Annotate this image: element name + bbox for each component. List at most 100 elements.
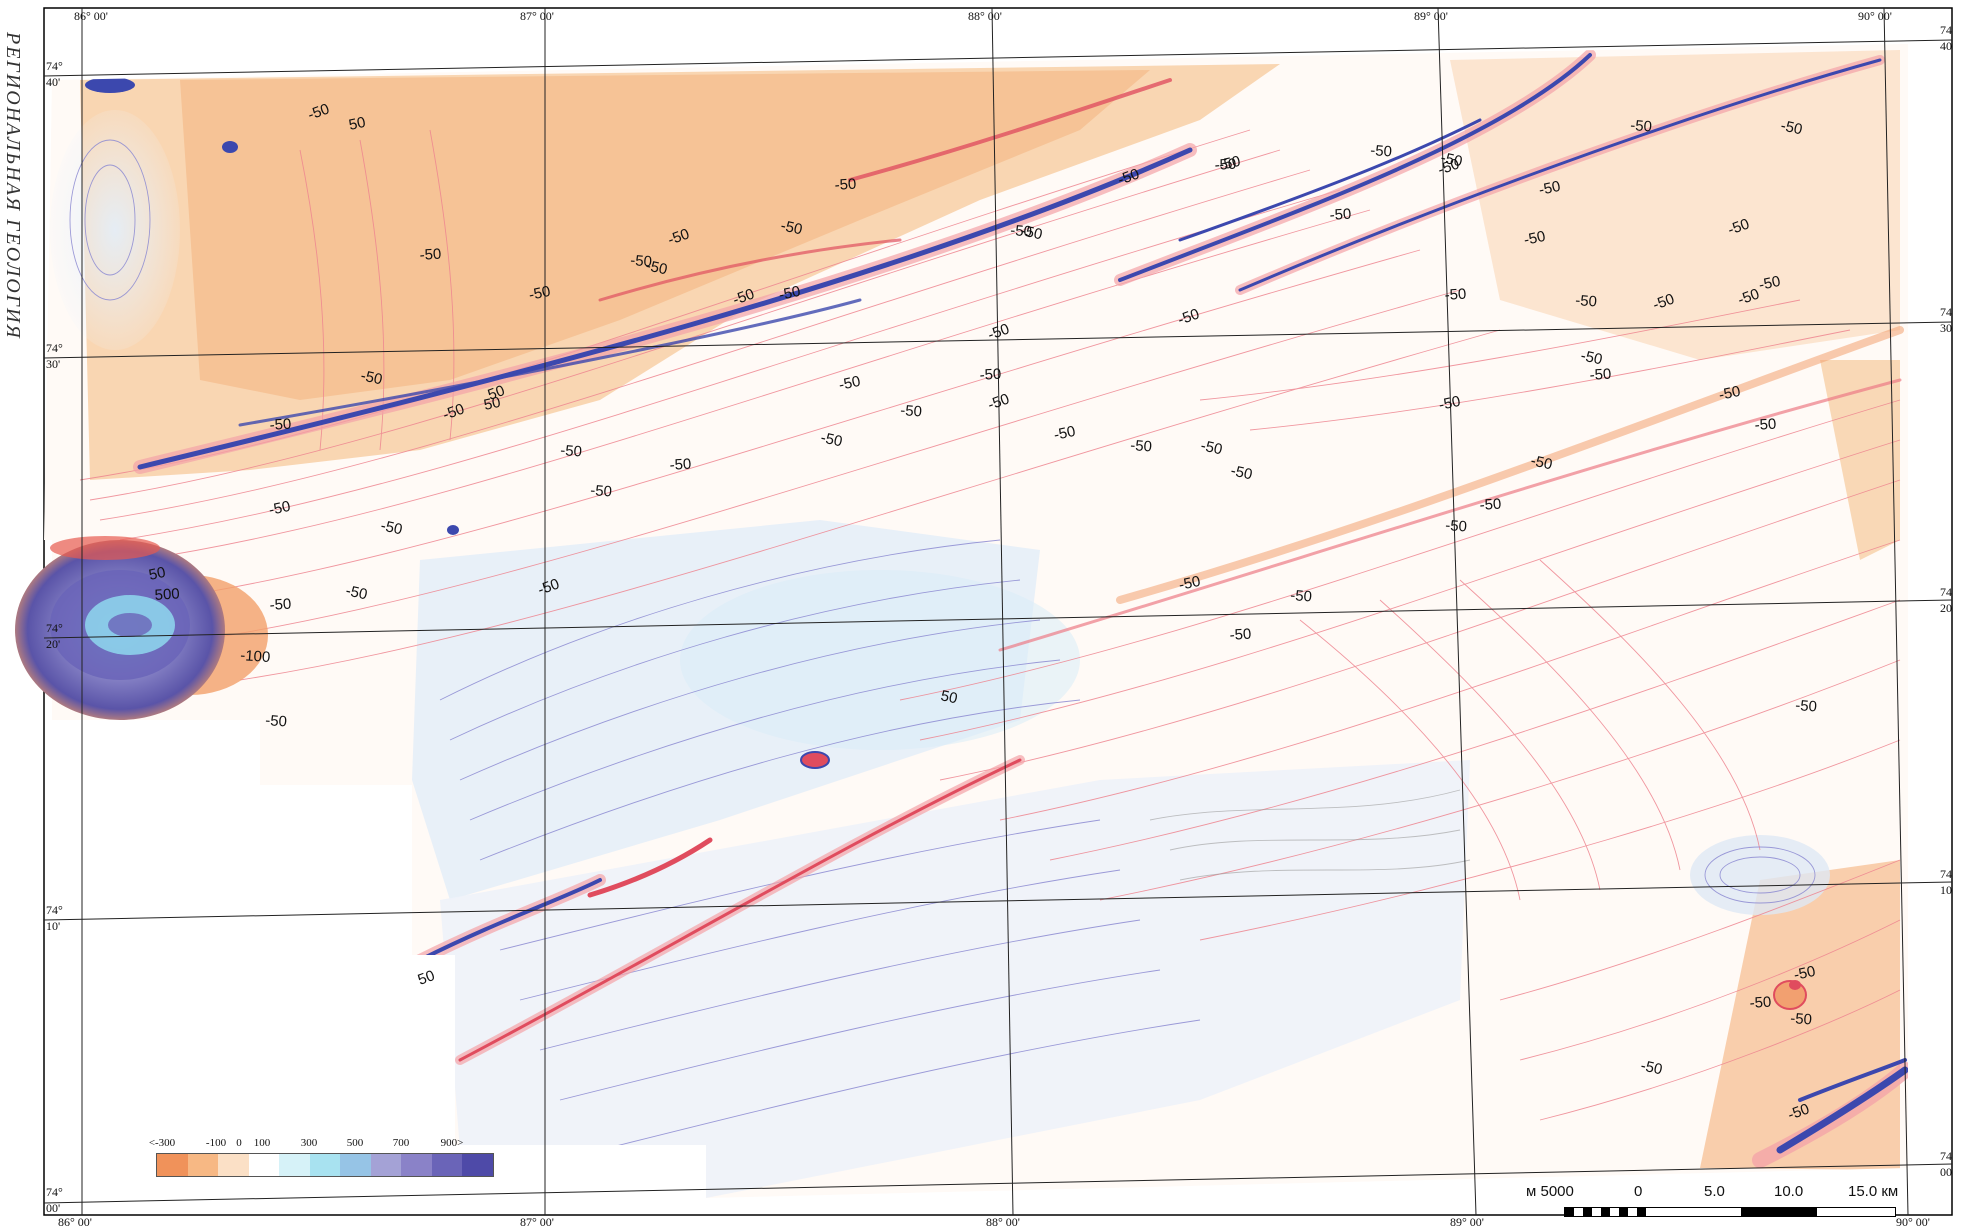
contour-label: -50 — [837, 373, 862, 394]
contour-label: -50 — [1529, 452, 1554, 473]
lat-label-left-3-deg: 74° — [46, 903, 63, 917]
contour-label: -50 — [1790, 1010, 1813, 1028]
contour-label: -50 — [1522, 228, 1547, 249]
contour-label: -50 — [900, 402, 923, 420]
lon-label-top-3: 89° 00' — [1414, 9, 1448, 23]
lat-label-left-1-deg: 74° — [46, 341, 63, 355]
contour-label: -50 — [1437, 393, 1462, 414]
lon-label-bottom-0: 86° 00' — [58, 1215, 92, 1229]
contour-label: -50 — [1019, 222, 1044, 243]
contour-label: 50 — [347, 114, 367, 134]
contour-label: -50 — [819, 429, 844, 450]
legend-swatch-4 — [279, 1154, 310, 1176]
contour-label: -50 — [590, 482, 613, 500]
contour-label: -50 — [1786, 1100, 1812, 1123]
contour-label: -50 — [979, 366, 1002, 384]
contour-label: -50 — [669, 456, 692, 474]
legend-tick: 0 — [236, 1137, 242, 1149]
lat-label-right-2-deg: 74 — [1940, 585, 1952, 599]
contour-label: 50 — [416, 967, 437, 989]
contour-label: -50 — [560, 442, 583, 460]
lat-label-right-4-min: 00 — [1940, 1165, 1952, 1179]
contour-label: -50 — [419, 246, 442, 264]
contour-label: -50 — [1439, 149, 1464, 170]
contour-label: -50 — [1229, 626, 1252, 644]
contour-label: -50 — [265, 712, 288, 730]
contour-label: -50 — [731, 285, 757, 308]
legend-swatch-2 — [218, 1154, 249, 1176]
contour-label: -50 — [1176, 305, 1202, 328]
contour-label: -50 — [1436, 155, 1462, 178]
legend-tick: 500 — [346, 1137, 364, 1149]
lat-label-right-3-min: 10 — [1940, 883, 1952, 897]
contour-label: -50 — [1757, 273, 1782, 294]
legend-swatch-6 — [340, 1154, 371, 1176]
legend-ticks: <-300 -100 0 100 300 500 700 900> — [148, 1137, 492, 1151]
lat-label-left-4-min: 00' — [46, 1201, 61, 1215]
contour-label: -50 — [379, 517, 404, 538]
map-fill — [44, 44, 1908, 1198]
scale-bar-graphic — [1564, 1207, 1896, 1217]
legend-tick: -100 — [205, 1137, 227, 1149]
legend-tick: 900> — [440, 1137, 464, 1149]
contour-label: -50 — [344, 582, 369, 603]
contour-label: -50 — [1444, 286, 1467, 304]
contour-label: -50 — [1229, 462, 1254, 483]
contour-label: -50 — [359, 367, 384, 388]
contour-label: -50 — [1479, 496, 1502, 514]
contour-label: -50 — [1445, 517, 1468, 535]
contour-label: -50 — [1130, 437, 1153, 455]
lat-label-left-4-deg: 74° — [46, 1185, 63, 1199]
contour-label: -50 — [1717, 383, 1742, 404]
contour-label: -50 — [1579, 347, 1604, 368]
legend-tick: <-300 — [148, 1137, 176, 1149]
contour-label: 50 — [939, 687, 959, 707]
lat-label-right-2-min: 20 — [1940, 601, 1952, 615]
contour-label: -50 — [1779, 117, 1804, 138]
contour-label: -50 — [1795, 697, 1818, 715]
contour-label: -50 — [527, 283, 552, 304]
contour-label: -50 — [1749, 994, 1772, 1012]
scale-mark-2: 10.0 — [1774, 1183, 1804, 1200]
contour-lines — [69, 129, 1901, 1151]
contour-label: -50 — [1177, 573, 1202, 594]
contour-label: -50 — [1726, 215, 1752, 238]
contour-label: -50 — [1589, 366, 1612, 384]
scale-mark-3: 15.0 км — [1848, 1183, 1899, 1200]
legend-swatch-0 — [157, 1154, 188, 1176]
lat-label-right-0-deg: 74 — [1940, 23, 1952, 37]
lat-label-right-1-min: 30 — [1940, 321, 1952, 335]
contour-label: -50 — [306, 100, 332, 123]
contour-label: -50 — [1792, 963, 1817, 984]
contour-label: -50 — [1214, 156, 1237, 174]
color-legend: <-300 -100 0 100 300 500 700 900> — [148, 1137, 494, 1183]
contour-label: -50 — [1290, 587, 1313, 605]
lat-label-left-2-min: 20' — [46, 637, 61, 651]
anomaly-ridges — [85, 49, 1908, 1168]
contour-label: 50 — [486, 382, 507, 404]
lat-label-right-4-deg: 74 — [1940, 1149, 1952, 1163]
contour-label: -100 — [240, 647, 271, 666]
contour-label: -50 — [834, 176, 857, 194]
graticule — [43, 7, 1953, 1216]
contour-label: -50 — [1370, 142, 1393, 160]
contour-label: -50 — [267, 498, 292, 519]
lat-label-right-1-deg: 74 — [1940, 305, 1952, 319]
legend-swatch-1 — [187, 1154, 219, 1176]
legend-swatch-9 — [431, 1154, 463, 1176]
contour-label: -50 — [1630, 117, 1653, 135]
legend-tick: 100 — [253, 1137, 271, 1149]
contour-label: -50 — [1329, 206, 1352, 224]
lon-label-bottom-2: 88° 00' — [986, 1215, 1020, 1229]
contour-label: -50 — [1639, 1057, 1664, 1078]
lat-label-right-0-min: 40 — [1940, 39, 1952, 53]
contour-label: -50 — [1651, 290, 1677, 313]
contour-label: -50 — [1116, 165, 1142, 188]
lat-label-left-0-min: 40' — [46, 75, 61, 89]
contour-label: -50 — [441, 400, 467, 423]
contour-label: -50 — [1199, 437, 1224, 458]
scale-unit-label: м 5000 — [1526, 1183, 1574, 1200]
lon-label-bottom-3: 89° 00' — [1450, 1215, 1484, 1229]
contour-label: -50 — [986, 320, 1012, 343]
